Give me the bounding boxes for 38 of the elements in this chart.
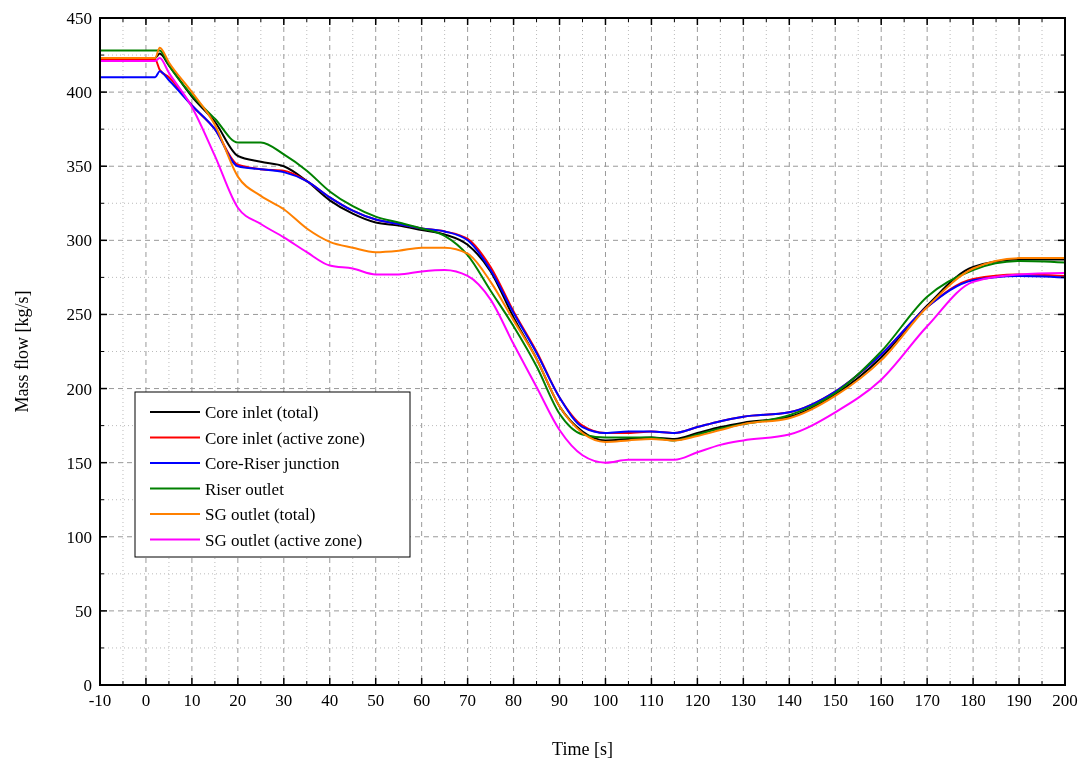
legend-label: SG outlet (total) <box>205 505 316 524</box>
y-tick-label: 100 <box>66 527 92 547</box>
x-tick-label: 70 <box>459 691 477 710</box>
x-tick-label: 140 <box>776 691 803 710</box>
legend-label: Core inlet (total) <box>205 403 319 422</box>
x-tick-label: 90 <box>551 691 569 710</box>
legend-label: Core-Riser junction <box>205 454 341 473</box>
legend-label: Riser outlet <box>205 479 285 499</box>
y-tick-label: 400 <box>66 83 92 103</box>
x-tick-label: 160 <box>868 691 894 710</box>
x-tick-label: 50 <box>367 691 385 710</box>
x-tick-label: 180 <box>960 691 986 710</box>
y-axis-title: Mass flow [kg/s] <box>12 290 32 413</box>
x-tick-label: 150 <box>822 691 848 710</box>
x-tick-label: 120 <box>684 691 711 710</box>
x-tick-label: 10 <box>183 691 201 710</box>
y-tick-label: 300 <box>66 231 92 251</box>
x-tick-label: 0 <box>141 691 151 710</box>
x-tick-label: 40 <box>321 691 339 710</box>
x-tick-label: 170 <box>914 691 940 710</box>
legend-label: SG outlet (active zone) <box>205 530 363 550</box>
x-tick-label: 30 <box>275 691 293 710</box>
y-tick-label: 200 <box>66 379 92 399</box>
x-tick-label: 100 <box>592 691 619 710</box>
x-tick-label: 80 <box>505 691 523 710</box>
x-tick-label: 60 <box>413 691 431 710</box>
x-tick-label: 110 <box>638 691 664 710</box>
x-axis-title: Time [s] <box>552 739 613 759</box>
legend-label: Core inlet (active zone) <box>205 428 366 448</box>
y-tick-label: 250 <box>66 305 92 325</box>
y-tick-label: 50 <box>75 601 92 621</box>
y-tick-label: 350 <box>66 157 92 177</box>
x-tick-label: 200 <box>1052 691 1078 710</box>
y-tick-label: 450 <box>66 9 92 28</box>
x-tick-label: 190 <box>1006 691 1032 710</box>
y-tick-label: 150 <box>66 453 92 473</box>
x-tick-label: 130 <box>730 691 757 710</box>
x-tick-label: 20 <box>229 691 247 710</box>
